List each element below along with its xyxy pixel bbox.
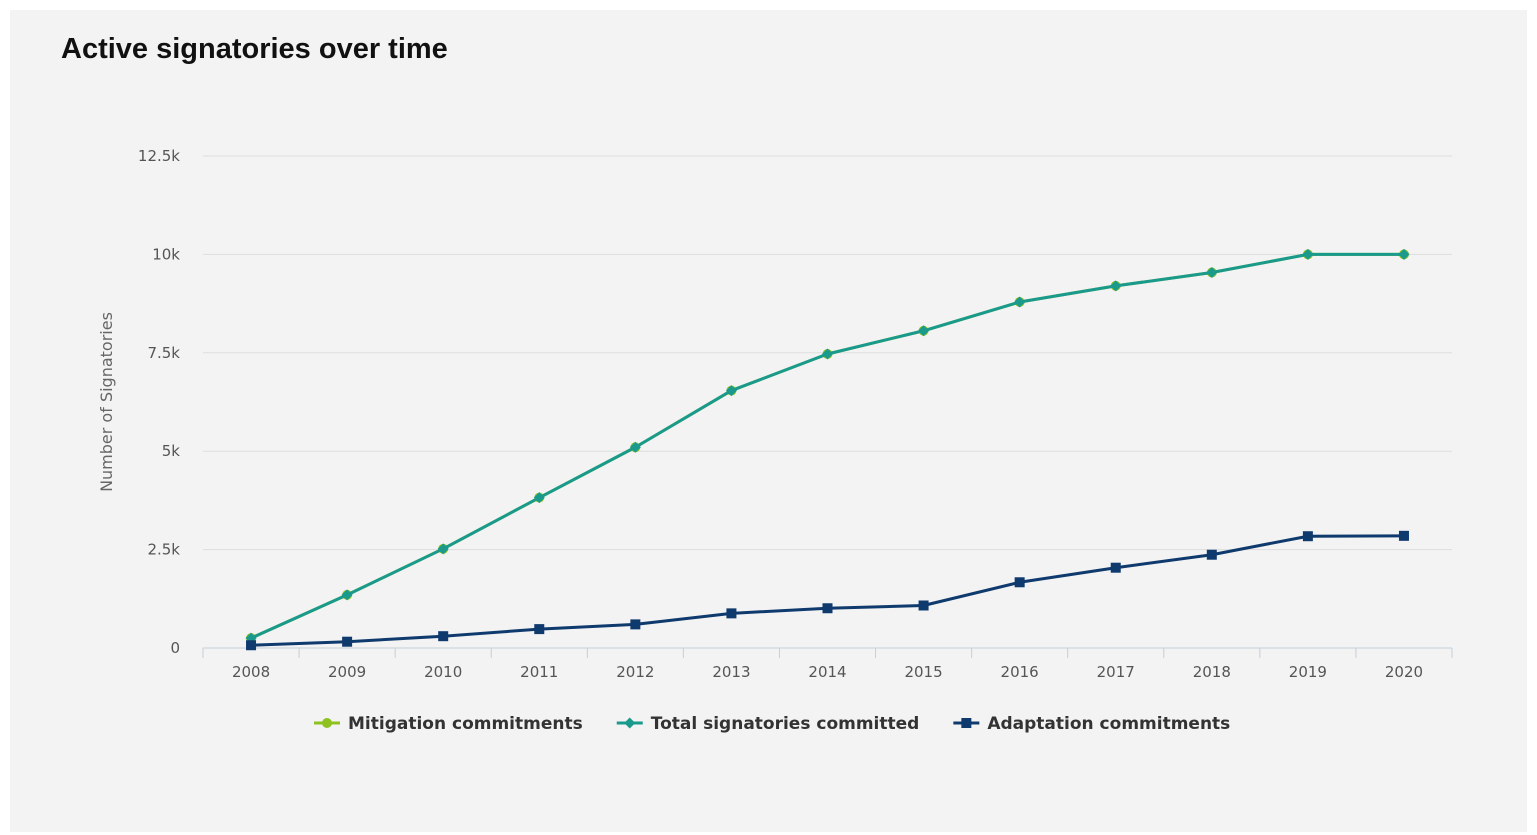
data-point[interactable] <box>725 385 737 397</box>
series-0[interactable] <box>246 249 1409 644</box>
legend-label: Total signatories committed <box>651 714 920 734</box>
legend-label: Mitigation commitments <box>348 714 583 734</box>
data-point[interactable] <box>342 636 353 647</box>
data-point[interactable] <box>1398 248 1410 260</box>
data-point[interactable] <box>1206 549 1217 560</box>
legend-item[interactable]: Mitigation commitments <box>314 714 583 734</box>
legend-marker <box>961 718 972 728</box>
legend-item[interactable]: Adaptation commitments <box>953 714 1230 734</box>
y-tick-label: 2.5k <box>147 541 180 559</box>
data-point[interactable] <box>1014 577 1025 588</box>
x-tick-label: 2013 <box>712 663 750 681</box>
x-tick-label: 2010 <box>424 663 462 681</box>
data-point[interactable] <box>533 492 545 504</box>
y-tick-label: 7.5k <box>147 344 180 362</box>
y-tick-labels: 0 2.5k 5k 7.5k 10k 12.5k <box>138 147 180 657</box>
data-point[interactable] <box>341 589 353 601</box>
data-point[interactable] <box>534 624 545 635</box>
legend-marker <box>624 717 636 729</box>
data-point[interactable] <box>438 631 449 642</box>
data-point[interactable] <box>246 640 257 651</box>
data-point[interactable] <box>822 603 833 614</box>
data-point[interactable] <box>822 348 833 360</box>
legend-marker <box>322 718 332 728</box>
y-axis-label: Number of Signatories <box>97 312 116 492</box>
series-layer <box>245 248 1410 651</box>
data-point[interactable] <box>1302 248 1314 260</box>
series-2[interactable] <box>246 530 1409 651</box>
data-point[interactable] <box>1302 531 1313 542</box>
x-tick-label: 2017 <box>1097 663 1135 681</box>
chart-card <box>10 10 1527 832</box>
data-point[interactable] <box>1014 296 1026 308</box>
y-tick-label: 12.5k <box>138 147 180 165</box>
chart-title: Active signatories over time <box>61 33 448 65</box>
series-1[interactable] <box>245 248 1410 644</box>
data-point[interactable] <box>1110 562 1121 573</box>
x-tick-label: 2015 <box>904 663 942 681</box>
data-point[interactable] <box>630 619 641 630</box>
x-tick-label: 2011 <box>520 663 558 681</box>
data-point[interactable] <box>1110 280 1122 292</box>
x-tick-label: 2018 <box>1193 663 1231 681</box>
legend-label: Adaptation commitments <box>987 714 1230 734</box>
series-line <box>250 534 1404 647</box>
x-tick-label: 2016 <box>1001 663 1039 681</box>
legend[interactable]: Mitigation commitments Total signatories … <box>314 714 1230 734</box>
x-tick-label: 2008 <box>232 663 270 681</box>
y-tick-label: 10k <box>152 245 180 263</box>
data-point[interactable] <box>1206 267 1218 279</box>
data-point[interactable] <box>726 608 737 619</box>
x-tick-label: 2019 <box>1289 663 1327 681</box>
data-point[interactable] <box>437 543 449 555</box>
x-tick-label: 2012 <box>616 663 654 681</box>
data-point[interactable] <box>629 441 641 453</box>
x-tick-label: 2009 <box>328 663 366 681</box>
data-point[interactable] <box>918 325 930 337</box>
axes <box>202 647 1453 658</box>
series-line <box>250 252 1404 640</box>
x-tick-label: 2020 <box>1385 663 1423 681</box>
x-tick-labels: 2008 2009 2010 2011 2012 2013 2014 2015 2016 2017… <box>232 663 1423 681</box>
series-line <box>250 252 1404 640</box>
y-tick-label: 5k <box>162 442 181 460</box>
x-tick-label: 2014 <box>808 663 846 681</box>
legend-item[interactable]: Total signatories committed <box>616 714 920 734</box>
data-point[interactable] <box>1398 530 1409 541</box>
y-tick-label: 0 <box>170 639 180 657</box>
data-point[interactable] <box>918 600 929 611</box>
